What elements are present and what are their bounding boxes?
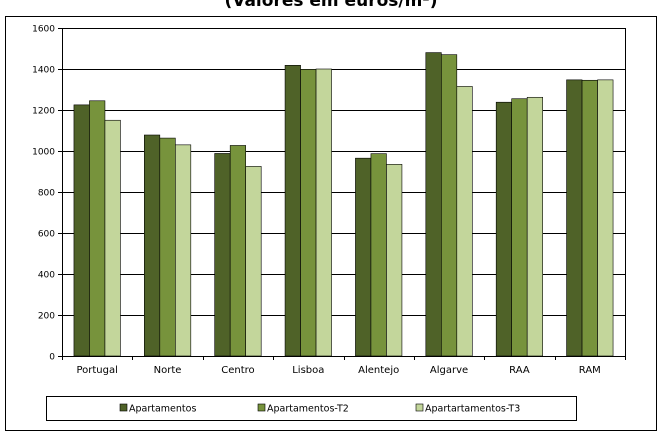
bar bbox=[300, 69, 317, 357]
x-tick-label: Lisboa bbox=[292, 365, 324, 376]
bar bbox=[370, 153, 387, 357]
y-tick-label: 800 bbox=[38, 189, 55, 199]
bar bbox=[144, 134, 161, 357]
x-tick-label: Portugal bbox=[76, 365, 117, 376]
bar bbox=[425, 52, 442, 357]
legend-swatch bbox=[415, 403, 424, 412]
bar bbox=[456, 86, 473, 357]
y-tick-label: 1600 bbox=[32, 25, 55, 35]
bar bbox=[229, 145, 246, 357]
bar bbox=[511, 98, 528, 357]
bar bbox=[315, 68, 332, 357]
bar bbox=[526, 96, 543, 357]
bar bbox=[284, 65, 301, 357]
x-tick-label: Algarve bbox=[430, 365, 468, 376]
x-tick-label: RAM bbox=[579, 365, 601, 376]
x-axis: Portugal Norte Centro Lisboa Alentejo Algarve… bbox=[62, 356, 626, 376]
y-tick-label: 1400 bbox=[32, 66, 55, 76]
y-tick-label: 1000 bbox=[32, 148, 55, 158]
legend-box bbox=[46, 396, 577, 421]
chart-area-border bbox=[5, 16, 657, 431]
y-tick-label: 1200 bbox=[32, 107, 55, 117]
x-tick-label: Norte bbox=[154, 365, 182, 376]
legend: Apartamentos Apartamentos-T2 Apartartament… bbox=[46, 396, 577, 421]
legend-swatch bbox=[257, 403, 266, 412]
bar bbox=[245, 166, 262, 357]
y-tick-label: 200 bbox=[38, 312, 55, 322]
legend-swatch bbox=[119, 403, 128, 412]
bar bbox=[175, 144, 192, 357]
x-tick-label: Centro bbox=[221, 365, 254, 376]
bar bbox=[441, 54, 458, 357]
y-axis: 0 200 400 600 800 1000 1200 1400 1600 bbox=[32, 25, 62, 363]
x-tick-label: RAA bbox=[509, 365, 530, 376]
bar bbox=[495, 101, 512, 357]
y-tick-label: 400 bbox=[38, 271, 55, 281]
y-tick-label: 0 bbox=[49, 353, 55, 363]
x-tick-label: Alentejo bbox=[358, 365, 399, 376]
bar bbox=[386, 164, 403, 357]
bar bbox=[104, 119, 121, 357]
bar bbox=[73, 104, 90, 357]
bars bbox=[73, 52, 614, 357]
y-tick-label: 600 bbox=[38, 230, 55, 240]
bar bbox=[355, 157, 372, 357]
bar bbox=[159, 137, 176, 357]
legend-label: Apartamentos bbox=[129, 404, 196, 415]
bar bbox=[597, 79, 614, 357]
bar bbox=[214, 153, 231, 357]
legend-label: Apartartamentos-T3 bbox=[425, 404, 520, 415]
bar bbox=[566, 79, 583, 357]
chart-title: (Valores em euros/m²) bbox=[224, 0, 438, 11]
bar bbox=[581, 79, 598, 357]
legend-label: Apartamentos-T2 bbox=[267, 404, 349, 415]
bar bbox=[89, 100, 106, 357]
